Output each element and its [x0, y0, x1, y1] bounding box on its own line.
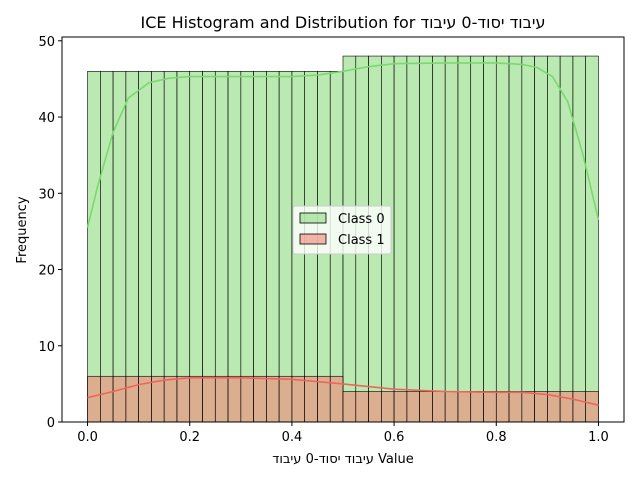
histogram-bar-class-0: [483, 55, 497, 423]
histogram-bar-class-1: [304, 375, 318, 423]
x-axis: 0.0 0.2 0.4 0.6 0.8 1.0: [77, 422, 609, 445]
histogram-bar-class-0: [100, 71, 114, 423]
histogram-bar-class-0: [547, 55, 561, 423]
chart-title: ICE Histogram and Distribution for עיבוד…: [141, 13, 546, 32]
x-tick-label: 0.8: [486, 430, 507, 445]
y-tick-label: 0: [47, 416, 55, 431]
histogram-bar-class-1: [227, 375, 242, 423]
y-tick-label: 50: [38, 35, 55, 50]
histogram-bar-class-1: [202, 375, 216, 423]
histogram-bar-class-0: [406, 55, 420, 423]
x-tick-label: 0.6: [384, 430, 405, 445]
histogram-bar-class-1: [483, 391, 497, 423]
histogram-bar-class-0: [278, 71, 293, 423]
x-tick-label: 0.0: [77, 430, 98, 445]
histogram-bar-class-0: [432, 55, 446, 423]
histogram-bar-class-1: [100, 375, 114, 423]
histogram-bar-class-0: [457, 55, 472, 423]
histogram-bar-class-1: [470, 391, 484, 423]
legend: Class 0 Class 1: [292, 205, 392, 255]
x-tick-label: 0.2: [179, 430, 200, 445]
y-tick-label: 10: [38, 340, 55, 355]
histogram-bar-class-0: [163, 71, 178, 423]
histogram-bar-class-1: [291, 375, 305, 423]
histogram-bar-class-1: [432, 391, 446, 423]
histogram-bar-class-1: [559, 391, 574, 423]
x-axis-label: עיבוד יסוד-0 עיבוד Value: [272, 452, 413, 467]
histogram-bar-class-1: [368, 391, 382, 423]
histogram-bar-class-1: [176, 375, 191, 423]
histogram-bar-class-1: [214, 375, 229, 423]
kde-curves: [86, 62, 600, 406]
histogram-bar-class-1: [151, 375, 165, 423]
histogram-bar-class-0: [87, 71, 101, 423]
histogram-bar-class-1: [355, 391, 369, 423]
histogram-bar-class-0: [266, 71, 280, 423]
histogram-bar-class-0: [521, 55, 535, 423]
histogram-bar-class-1: [534, 391, 548, 423]
histogram-bar-class-1: [508, 391, 523, 423]
kde-curve-class-0: [86, 62, 600, 228]
histogram-bar-class-0: [227, 71, 242, 423]
histogram-bar-class-0: [534, 55, 548, 423]
histogram-bar-class-1: [87, 375, 101, 423]
histogram-bar-class-0: [470, 55, 484, 423]
y-axis: 0 10 20 30 40 50: [38, 35, 62, 431]
histogram-bar-class-0: [444, 55, 459, 423]
histogram-bar-class-1: [189, 375, 203, 423]
histogram-bar-class-1: [381, 391, 395, 423]
histogram-bar-class-1: [521, 391, 535, 423]
histogram-bar-class-0: [214, 71, 229, 423]
x-tick-label: 1.0: [588, 430, 609, 445]
histogram-bar-class-0: [202, 71, 216, 423]
histogram-bar-class-0: [189, 71, 203, 423]
histogram-bar-class-1: [278, 375, 293, 423]
kde-curve-class-1: [87, 377, 599, 406]
histogram-bar-class-1: [393, 391, 408, 423]
histogram-bar-class-0: [572, 55, 586, 423]
histogram-bar-class-1: [444, 391, 459, 423]
y-tick-label: 40: [38, 111, 55, 126]
histogram-bar-class-0: [138, 71, 152, 423]
histogram-bar-class-0: [240, 71, 254, 423]
y-tick-label: 30: [38, 187, 55, 202]
histogram-bar-class-1: [457, 391, 472, 423]
histogram-bar-class-0: [495, 55, 510, 423]
legend-label-class-0: Class 0: [338, 212, 385, 227]
histogram-bar-class-1: [572, 391, 586, 423]
histogram-bar-class-0: [508, 55, 523, 423]
histogram-bar-class-0: [112, 71, 127, 423]
histogram-bar-class-0: [125, 71, 139, 423]
histogram-bar-class-1: [112, 375, 127, 423]
histogram-bar-class-0: [176, 71, 191, 423]
histogram-bar-class-1: [240, 375, 254, 423]
y-axis-label: Frequency: [15, 196, 30, 263]
histogram-bar-class-1: [125, 375, 139, 423]
y-tick-label: 20: [38, 264, 55, 279]
histogram-bar-class-1: [585, 391, 599, 423]
legend-label-class-1: Class 1: [338, 233, 385, 248]
legend-swatch-class-0: [299, 212, 327, 224]
plot-area-frame: [61, 36, 625, 423]
histogram-bar-class-1: [163, 375, 178, 423]
histogram-bar-class-1: [419, 391, 433, 423]
histogram-bar-class-0: [253, 71, 267, 423]
histogram-bar-class-0: [393, 55, 408, 423]
histogram-bar-class-1: [495, 391, 510, 423]
histogram-bar-class-0: [151, 71, 165, 423]
histogram-bar-class-1: [406, 391, 420, 423]
histogram-bar-class-1: [342, 391, 357, 423]
histogram-bar-class-1: [266, 375, 280, 423]
histogram-bar-class-0: [585, 55, 599, 423]
histogram-bar-class-1: [253, 375, 267, 423]
x-tick-label: 0.4: [282, 430, 303, 445]
histogram-bar-class-0: [419, 55, 433, 423]
legend-swatch-class-1: [299, 233, 327, 245]
